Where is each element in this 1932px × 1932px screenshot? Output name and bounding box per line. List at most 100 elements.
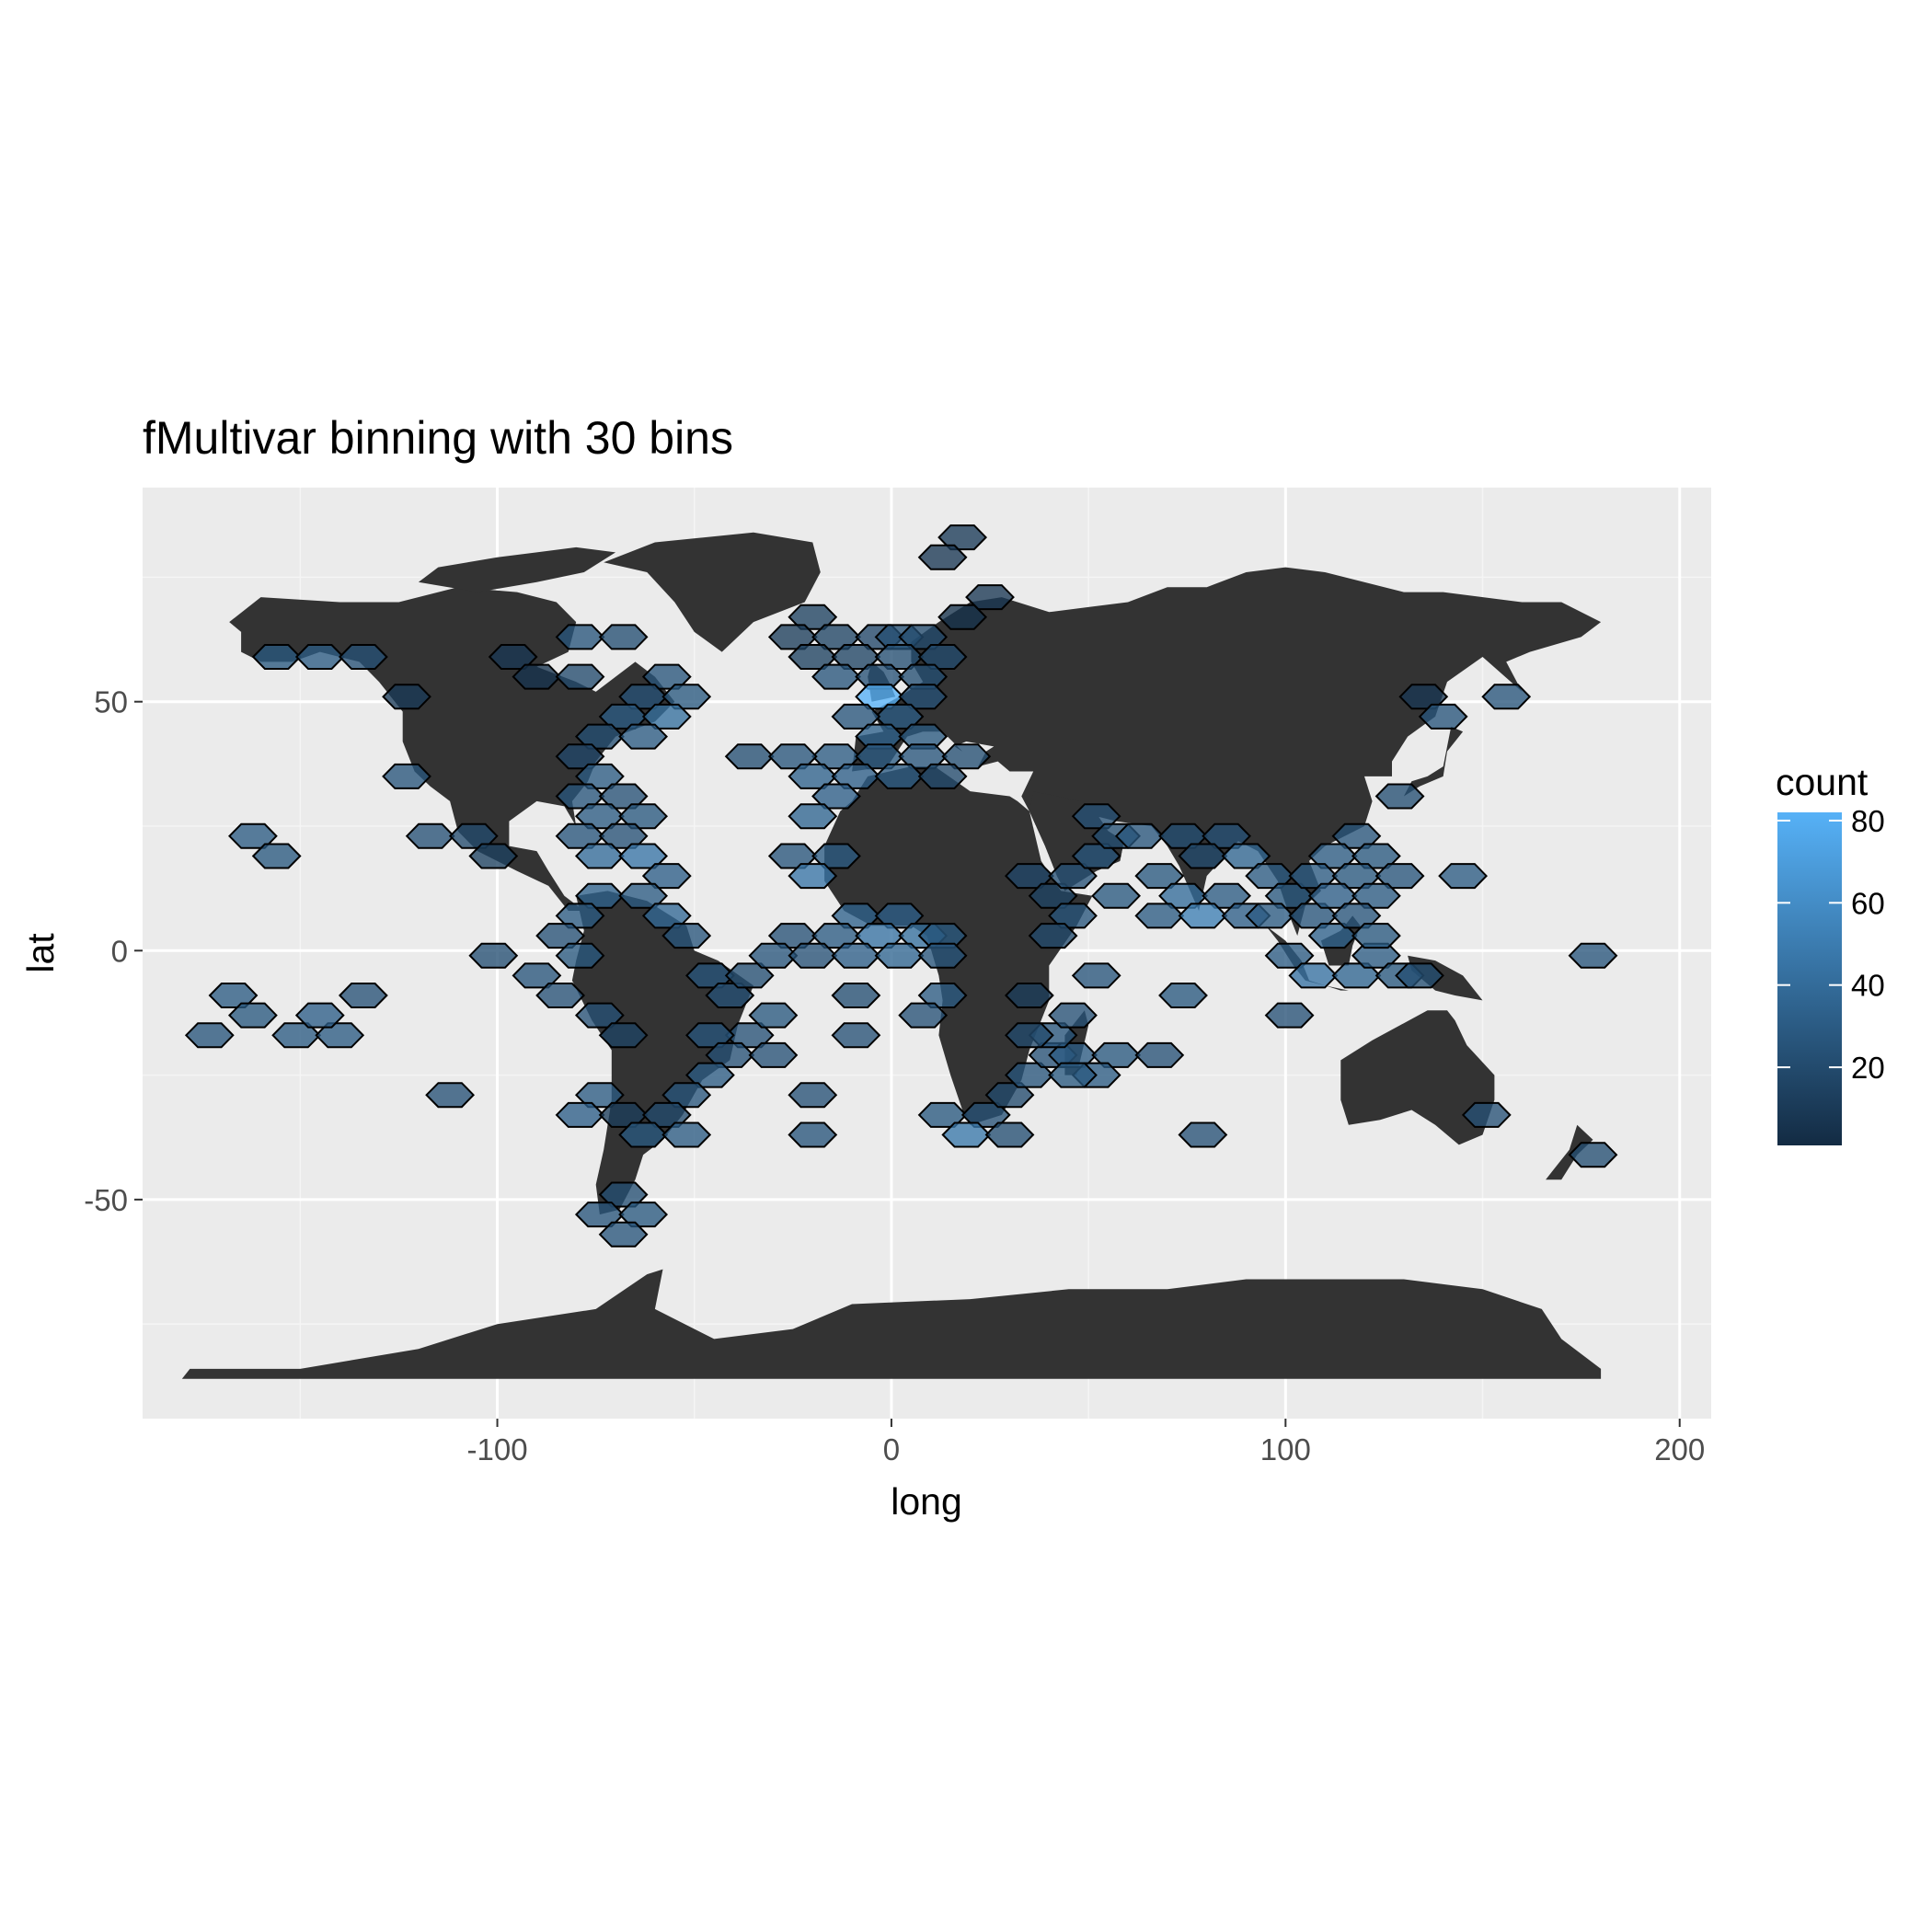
hexbin-cell (1221, 843, 1271, 869)
x-axis-title: long (891, 1480, 962, 1523)
hexbin-cell (339, 644, 388, 670)
hexbin-cell (874, 763, 925, 789)
world-map-land (181, 532, 1602, 1379)
hexbin-cell (1158, 983, 1208, 1008)
hexbin-cell (1005, 983, 1054, 1008)
hexbin-cell (831, 942, 881, 969)
hexbin-cell (724, 743, 775, 770)
hexbin-cell (1071, 803, 1121, 830)
legend-ticks: 20 40 60 80 (1777, 804, 1885, 1085)
hexbin-cell (468, 843, 519, 869)
hexbin-cell (227, 822, 278, 849)
hexbin-cell (1331, 903, 1382, 929)
hexbin-cell (425, 1082, 475, 1109)
x-tick-label: -100 (467, 1432, 528, 1466)
y-tick-label: 0 (111, 934, 128, 968)
hexbin-cell (984, 1082, 1035, 1109)
hexbin-cell (831, 703, 881, 730)
hexbin-cell (1091, 882, 1141, 909)
hexbin-cell (661, 1121, 712, 1148)
hexbin-cell (1568, 1142, 1618, 1168)
hexbin-cell (405, 822, 455, 849)
hexbin-cell (1374, 783, 1425, 810)
hexbin-cell (917, 763, 968, 789)
hexbin-cell (1178, 1121, 1228, 1148)
hexbin-cell (1398, 684, 1449, 710)
landmass-north-america (229, 587, 675, 911)
hexbin-cell (1048, 1062, 1098, 1088)
hexbin-cell (767, 743, 818, 770)
landmass-australia (1340, 1010, 1495, 1145)
hexbin-cell (811, 663, 861, 690)
hexbin-cell (1134, 1041, 1185, 1068)
hexbin-cell (1048, 1002, 1098, 1029)
hexbin-cell (574, 1002, 625, 1029)
hexbin-layer (184, 524, 1618, 1248)
legend-colorbar (1777, 812, 1842, 1145)
hexbin-cell (488, 644, 538, 670)
hexbin-cell (1005, 1022, 1054, 1049)
hexbin-cell (831, 983, 881, 1008)
hexbin-cell (1461, 1101, 1512, 1128)
hexbin-cell (1568, 942, 1618, 969)
landmass-eurasia (852, 567, 1602, 937)
hexbin-cell (937, 604, 988, 630)
y-axis-title: lat (19, 933, 62, 973)
hexbin-cell (512, 962, 562, 989)
hexbin-cell (788, 942, 838, 969)
hexbin-cell (1418, 703, 1468, 730)
hexbin-cell (898, 1002, 949, 1029)
hexbin-cell (917, 544, 968, 570)
hexbin-cell (227, 1002, 278, 1029)
hexbin-cell (618, 1121, 669, 1148)
hexbin-cell (705, 983, 755, 1008)
hexbin-cell (184, 1022, 235, 1049)
hexbin-cell (382, 684, 431, 710)
hexbin-cell (941, 1121, 992, 1148)
landmass-greenland (604, 532, 821, 652)
hexbin-cell (1134, 903, 1185, 929)
hexbin-cell (339, 983, 388, 1008)
hexbin-cell (661, 923, 712, 949)
hexbin-cell (1071, 962, 1121, 989)
landmass-japan (1403, 726, 1464, 797)
y-tick-label: -50 (84, 1183, 128, 1217)
hexbin-cell (555, 1101, 605, 1128)
hexbin-cell (1178, 903, 1228, 929)
hexbin-cell (535, 983, 586, 1008)
legend-tick-label: 60 (1851, 886, 1885, 920)
hexbin-cell (788, 1082, 838, 1109)
hexbin-cell (555, 743, 605, 770)
hexbin-cell (448, 822, 499, 849)
hexbin-cell (1481, 684, 1532, 710)
hexbin-cell (468, 942, 519, 969)
hexbin-cell (831, 1022, 881, 1049)
hexbin-cell (1264, 942, 1315, 969)
hexbin-cell (1114, 822, 1165, 849)
hexbin-cell (555, 663, 605, 690)
hexbin-cell (574, 843, 625, 869)
hexbin-cell (641, 903, 692, 929)
legend-title: count (1776, 761, 1869, 803)
hexbin-cell (598, 624, 649, 650)
hexbin-cell (1028, 923, 1078, 949)
y-tick-label: 50 (94, 685, 128, 719)
legend-tick-label: 20 (1851, 1051, 1885, 1085)
hexbin-cell (1048, 863, 1098, 890)
hexbin-cell (1351, 923, 1401, 949)
x-tick-label: 200 (1654, 1432, 1705, 1466)
hexbin-cell (788, 1121, 838, 1148)
hexbin-cell (598, 1221, 649, 1248)
hexbin-cell (618, 843, 669, 869)
hexbin-cell (1071, 843, 1121, 869)
hexbin-cell (1178, 843, 1228, 869)
x-tick-label: 0 (883, 1432, 900, 1466)
hexbin-cell (788, 803, 838, 830)
landmass-canadian-archipelago (418, 546, 616, 592)
landmass-antarctica (181, 1269, 1602, 1379)
hexbin-cell (535, 923, 586, 949)
x-tick-label: 100 (1260, 1432, 1311, 1466)
hexbin-cell (598, 1022, 649, 1049)
hexbin-cell (748, 1002, 799, 1029)
